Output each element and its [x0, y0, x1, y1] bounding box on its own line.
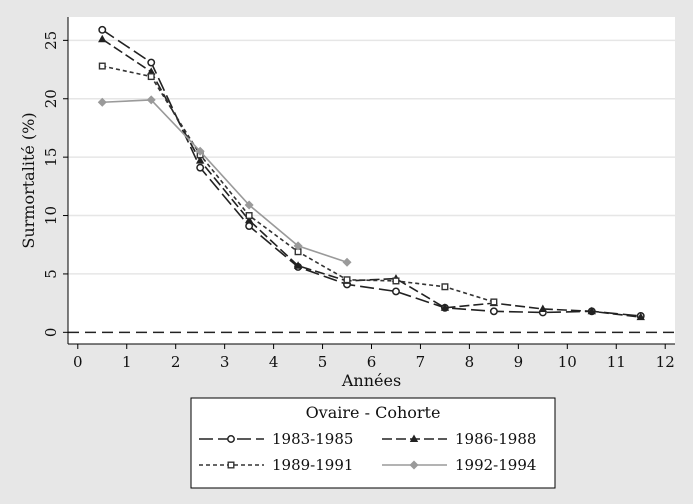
x-tick-label: 6	[367, 353, 377, 371]
data-point	[98, 62, 106, 70]
data-point	[293, 261, 303, 269]
y-axis-title: Surmortalité (%)	[19, 112, 38, 248]
data-point	[441, 283, 449, 291]
x-tick-label: 4	[269, 353, 279, 371]
legend-item-2: 1986-1988	[382, 430, 536, 448]
data-point	[147, 67, 156, 75]
legend-item-1: 1983-1985	[199, 430, 353, 448]
data-point	[244, 215, 254, 224]
data-point	[392, 287, 400, 296]
legend-label: 1992-1994	[455, 456, 536, 474]
x-tick-label: 11	[607, 353, 626, 371]
data-point	[392, 277, 400, 285]
legend-item-4: 1992-1994	[382, 456, 536, 474]
y-tick-label: 5	[42, 269, 60, 279]
data-point	[538, 304, 548, 312]
data-point	[195, 156, 205, 164]
data-point	[342, 257, 352, 267]
data-point	[489, 307, 498, 316]
x-tick-label: 3	[220, 353, 230, 371]
x-tick-label: 0	[73, 353, 83, 371]
data-point	[587, 306, 596, 315]
data-point	[147, 73, 155, 81]
x-tick-label: 8	[465, 353, 475, 371]
y-tick-label: 10	[42, 206, 60, 225]
series-4	[97, 95, 352, 267]
legend-item-3: 1989-1991	[199, 456, 353, 474]
data-point	[146, 95, 156, 105]
legend-label: 1989-1991	[272, 456, 353, 474]
series-line	[101, 38, 641, 318]
legend-marker	[409, 434, 419, 442]
series-line	[102, 99, 348, 264]
data-point	[293, 241, 303, 251]
data-point	[195, 146, 205, 156]
data-point	[98, 25, 107, 34]
x-axis-title: Années	[341, 371, 401, 390]
legend: Ovaire - Cohorte 1983-1985 1986-1988 1989-…	[190, 397, 556, 489]
data-point	[244, 200, 254, 210]
y-tick-label: 20	[42, 89, 60, 108]
x-tick-label: 12	[656, 353, 675, 371]
data-point	[245, 212, 253, 220]
legend-marker	[227, 435, 235, 443]
legend-marker	[409, 460, 419, 470]
series-layer	[97, 25, 645, 321]
legend-label: 1986-1988	[455, 430, 536, 448]
data-point	[147, 58, 156, 67]
legend-marker	[227, 461, 235, 469]
data-point	[636, 312, 645, 321]
data-point	[97, 97, 107, 107]
x-tick-label: 10	[558, 353, 577, 371]
plot-area	[68, 17, 675, 344]
legend-box	[190, 397, 556, 489]
data-point	[440, 303, 450, 311]
data-point	[245, 222, 254, 230]
y-tick-label: 15	[42, 148, 60, 167]
x-tick-label: 2	[171, 353, 181, 371]
data-point	[343, 276, 351, 284]
series-line	[101, 29, 641, 317]
data-point	[98, 34, 107, 43]
data-point	[196, 163, 205, 172]
data-point	[490, 298, 498, 306]
x-tick-label: 1	[122, 353, 132, 371]
x-tick-label: 7	[416, 353, 426, 371]
legend-label: 1983-1985	[272, 430, 353, 448]
legend-title: Ovaire - Cohorte	[306, 403, 441, 422]
y-tick-label: 25	[42, 31, 60, 50]
grid-lines	[68, 39, 675, 275]
y-tick-label: 0	[42, 328, 60, 338]
x-tick-label: 5	[318, 353, 328, 371]
x-tick-label: 9	[514, 353, 524, 371]
